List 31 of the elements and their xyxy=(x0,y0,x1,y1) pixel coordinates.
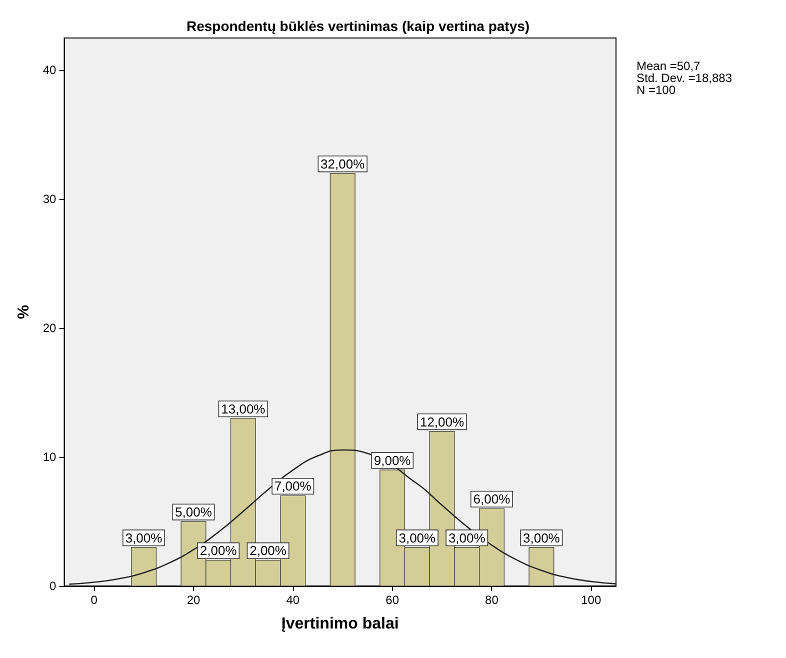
chart-title: Respondentų būklės vertinimas (kaip vertina patys) xyxy=(186,18,530,34)
y-tick-label: 10 xyxy=(42,450,57,464)
x-axis-title: Įvertinimo balai xyxy=(281,616,399,632)
y-tick-label: 30 xyxy=(42,192,57,206)
y-tick-label: 40 xyxy=(42,63,57,78)
text: Std. Dev. =18,883 xyxy=(636,71,732,85)
data-label: 3,00% xyxy=(125,530,163,546)
y-axis-title: % xyxy=(16,304,32,320)
data-label: 32,00% xyxy=(320,156,366,172)
data-label: 12,00% xyxy=(420,414,465,430)
x-tick-label: 80 xyxy=(485,593,499,607)
data-label: 9,00% xyxy=(374,452,412,468)
text: Mean =50,7 xyxy=(636,59,701,73)
x-tick-label: 100 xyxy=(581,593,602,607)
x-tick-label: 0 xyxy=(90,593,98,607)
data-label: 3,00% xyxy=(448,530,486,546)
data-label: 13,00% xyxy=(221,401,266,416)
x-tick-label: 20 xyxy=(186,593,200,607)
data-label: 2,00% xyxy=(200,543,238,558)
line-series xyxy=(68,449,617,585)
data-label: 5,00% xyxy=(175,504,212,520)
data-label: 2,00% xyxy=(250,543,287,558)
text: N =100 xyxy=(636,83,676,97)
data-label: 6,00% xyxy=(473,492,511,507)
y-tick-label: 20 xyxy=(42,321,57,336)
x-tick-label: 60 xyxy=(386,593,400,607)
y-tick-label: 0 xyxy=(50,579,57,593)
x-tick-label: 40 xyxy=(286,593,300,607)
data-label: 3,00% xyxy=(523,530,560,546)
data-label: 7,00% xyxy=(274,478,312,494)
data-label: 3,00% xyxy=(398,530,436,546)
